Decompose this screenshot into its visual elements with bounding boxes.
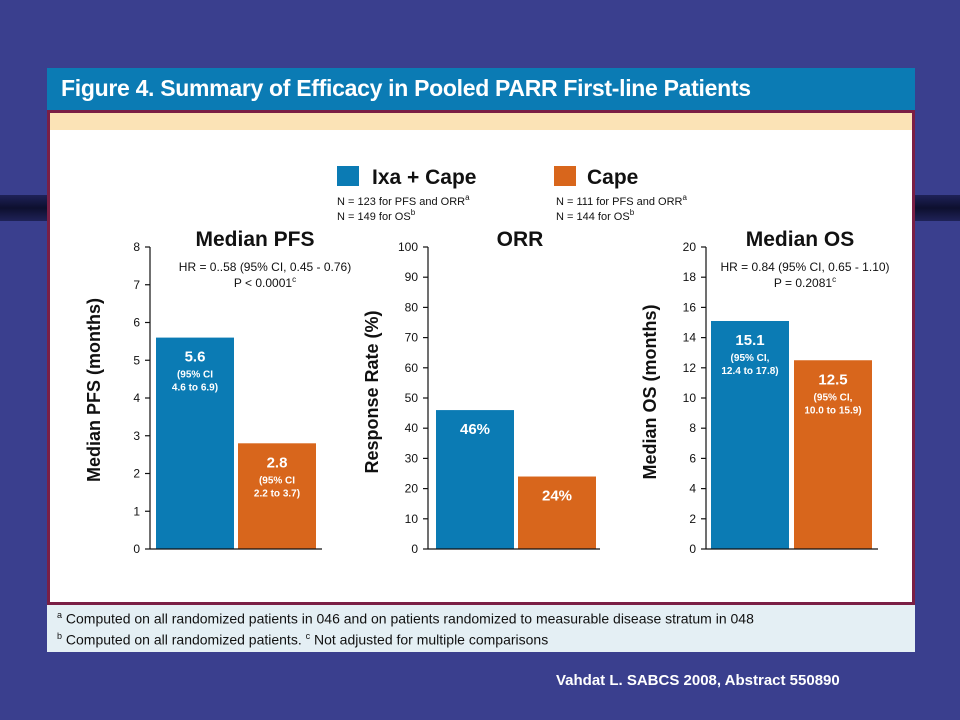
y-tick-label-2: 18 xyxy=(683,270,697,284)
bar-ci-label-2-1-0: (95% CI, xyxy=(814,392,853,403)
y-tick-label-2: 20 xyxy=(683,240,697,254)
y-tick-label-2: 12 xyxy=(683,361,697,375)
legend-note-1-1: N = 144 for OSb xyxy=(556,208,635,223)
y-tick-label-2: 14 xyxy=(683,331,697,345)
panel-border-left xyxy=(47,113,50,605)
legend-swatch-0 xyxy=(337,166,359,186)
chart-annotation-2-0: HR = 0.84 (95% CI, 0.65 - 1.10) xyxy=(720,260,889,274)
footnote-a: a Computed on all randomized patients in… xyxy=(57,610,754,627)
bar-value-label-0-1: 2.8 xyxy=(267,454,288,471)
legend-label-1: Cape xyxy=(587,166,638,189)
y-tick-label-0: 1 xyxy=(133,504,140,518)
y-tick-label-1: 60 xyxy=(405,361,419,375)
bar-value-label-2-0: 15.1 xyxy=(735,332,764,349)
y-tick-label-2: 10 xyxy=(683,391,697,405)
title-bar: Figure 4. Summary of Efficacy in Pooled … xyxy=(47,68,915,113)
bar-ci-label-0-0-0: (95% CI xyxy=(177,370,213,381)
y-tick-label-1: 50 xyxy=(405,391,419,405)
chart-annotation-0-1: P < 0.0001c xyxy=(234,275,296,290)
legend-note-0-0: N = 123 for PFS and ORRa xyxy=(337,193,470,208)
bar-ci-label-0-1-0: (95% CI xyxy=(259,475,295,486)
y-tick-label-0: 0 xyxy=(133,542,140,556)
bar-1-1 xyxy=(518,476,596,549)
bar-ci-label-2-1-1: 10.0 to 15.9) xyxy=(804,405,861,416)
y-tick-label-2: 4 xyxy=(689,482,696,496)
legend-note-0-1: N = 149 for OSb xyxy=(337,208,416,223)
legend-swatch-1 xyxy=(554,166,576,186)
footnote-b: b Computed on all randomized patients. c… xyxy=(57,631,549,648)
chart-title-0: Median PFS xyxy=(195,228,314,251)
y-tick-label-1: 40 xyxy=(405,421,419,435)
chart-title-2: Median OS xyxy=(746,228,855,251)
panel-border-right xyxy=(912,113,915,605)
footnote-area: a Computed on all randomized patients in… xyxy=(47,605,915,652)
y-tick-label-1: 90 xyxy=(405,270,419,284)
y-tick-label-0: 8 xyxy=(133,240,140,254)
y-tick-label-2: 16 xyxy=(683,300,697,314)
bar-2-1 xyxy=(794,360,872,549)
chart-title-1: ORR xyxy=(497,228,544,251)
slide-title: Figure 4. Summary of Efficacy in Pooled … xyxy=(61,75,751,101)
y-tick-label-1: 80 xyxy=(405,300,419,314)
y-tick-label-1: 10 xyxy=(405,512,419,526)
bar-ci-label-0-0-1: 4.6 to 6.9) xyxy=(172,383,218,394)
bar-value-label-1-1: 24% xyxy=(542,488,572,505)
bar-ci-label-2-0-1: 12.4 to 17.8) xyxy=(721,366,778,377)
y-tick-label-1: 0 xyxy=(411,542,418,556)
y-tick-label-0: 3 xyxy=(133,429,140,443)
y-tick-label-1: 20 xyxy=(405,482,419,496)
bar-0-0 xyxy=(156,337,234,549)
y-tick-label-0: 5 xyxy=(133,353,140,367)
y-tick-label-2: 2 xyxy=(689,512,696,526)
y-tick-label-0: 6 xyxy=(133,316,140,330)
y-tick-label-1: 100 xyxy=(398,240,418,254)
y-tick-label-0: 2 xyxy=(133,467,140,481)
bar-ci-label-0-1-1: 2.2 to 3.7) xyxy=(254,488,300,499)
y-tick-label-2: 0 xyxy=(689,542,696,556)
chart-annotation-0-0: HR = 0..58 (95% CI, 0.45 - 0.76) xyxy=(179,260,351,274)
bar-0-1 xyxy=(238,443,316,549)
y-tick-label-0: 4 xyxy=(133,391,140,405)
citation: Vahdat L. SABCS 2008, Abstract 550890 xyxy=(556,672,840,689)
bar-value-label-0-0: 5.6 xyxy=(185,349,206,366)
y-axis-label-2: Median OS (months) xyxy=(640,304,660,479)
legend-note-1-0: N = 111 for PFS and ORRa xyxy=(556,193,687,208)
y-axis-label-1: Response Rate (%) xyxy=(362,310,382,473)
legend-label-0: Ixa + Cape xyxy=(372,166,476,189)
y-tick-label-1: 30 xyxy=(405,451,419,465)
bar-ci-label-2-0-0: (95% CI, xyxy=(731,353,770,364)
y-tick-label-1: 70 xyxy=(405,331,419,345)
bar-1-0 xyxy=(436,410,514,549)
chart-annotation-2-1: P = 0.2081c xyxy=(774,275,836,290)
y-tick-label-2: 8 xyxy=(689,421,696,435)
bar-value-label-1-0: 46% xyxy=(460,421,490,438)
bar-2-0 xyxy=(711,320,789,549)
bar-value-label-2-1: 12.5 xyxy=(818,371,847,388)
y-tick-label-2: 6 xyxy=(689,451,696,465)
cream-strip xyxy=(47,113,915,130)
y-axis-label-0: Median PFS (months) xyxy=(84,298,104,482)
footnote-divider xyxy=(47,602,915,605)
y-tick-label-0: 7 xyxy=(133,278,140,292)
